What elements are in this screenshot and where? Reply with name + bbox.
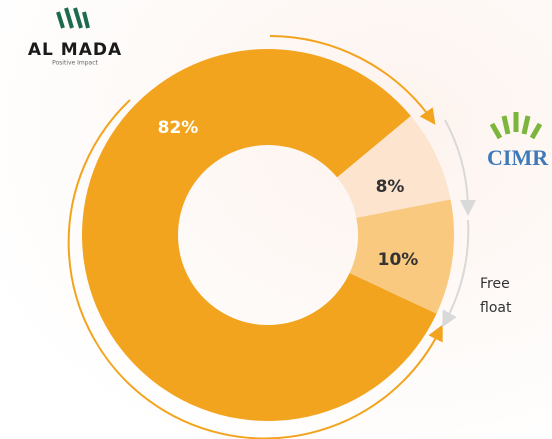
value-label: 82%	[158, 118, 199, 138]
slice	[337, 115, 451, 218]
logo-tagline: Positive Impact	[52, 60, 98, 67]
value-label: 10%	[378, 250, 419, 270]
logo-text: CIMR	[487, 145, 549, 170]
logo-text: AL MADA	[28, 40, 122, 60]
category-label: Free float	[480, 276, 512, 316]
value-label: 8%	[376, 177, 405, 197]
slice	[349, 199, 454, 314]
slice	[81, 49, 437, 422]
decoration	[56, 7, 543, 439]
